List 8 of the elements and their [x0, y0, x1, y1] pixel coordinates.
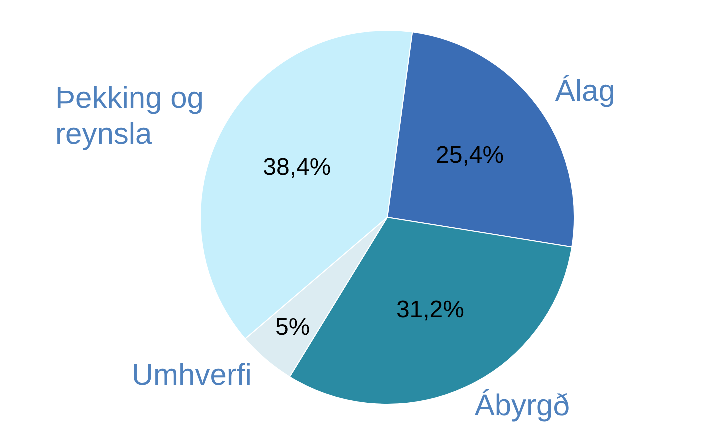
data-label: 31,2%: [396, 296, 465, 324]
data-label: 25,4%: [436, 142, 504, 169]
slice-label: Álag: [555, 74, 616, 108]
data-label: 5%: [276, 314, 310, 342]
slice-label: Umhverfi: [132, 358, 252, 392]
slice-label: Ábyrgð: [474, 388, 570, 423]
data-label: 38,4%: [263, 154, 332, 181]
slice-label: Þekking og reynsla: [56, 82, 204, 151]
